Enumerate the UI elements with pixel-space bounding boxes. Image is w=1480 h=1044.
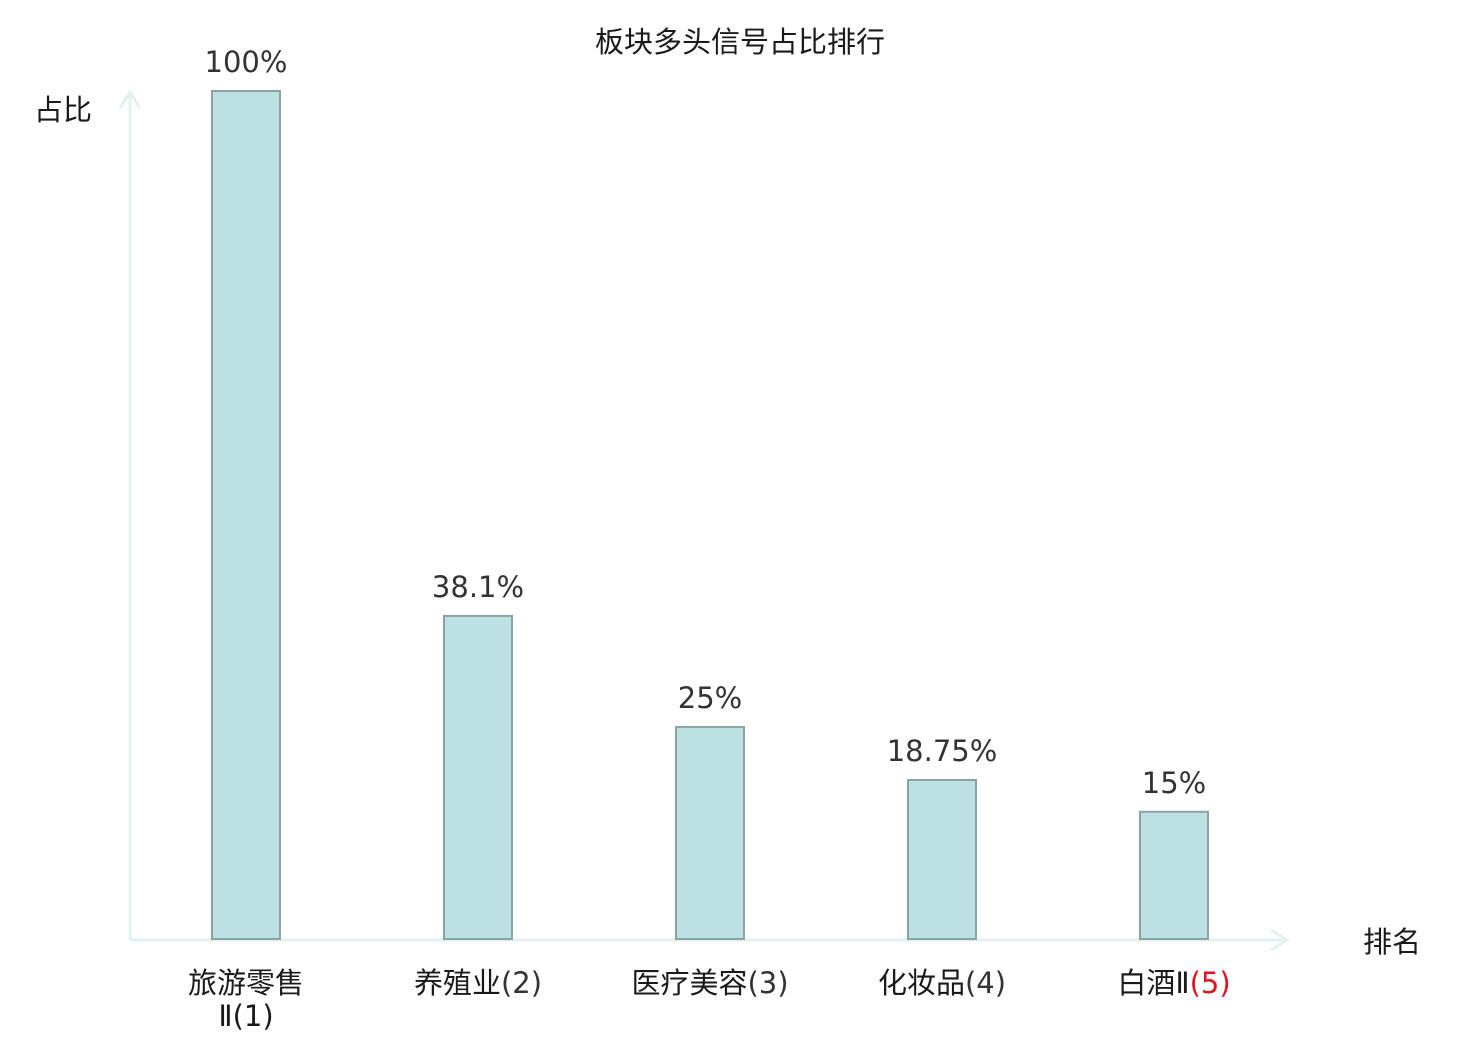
category-label: 养殖业(2) [414, 966, 542, 1000]
category-label-rank: Ⅱ(1) [218, 999, 273, 1033]
category-rank: (3) [747, 966, 788, 1000]
category-name: 养殖业 [414, 966, 501, 1000]
bar-value-label: 100% [205, 45, 288, 79]
category-rank: (4) [965, 966, 1006, 1000]
x-axis-arrow [1270, 928, 1290, 952]
bar-value-label: 38.1% [432, 570, 524, 604]
bar [675, 726, 745, 940]
category-label: 白酒Ⅱ(5) [1117, 966, 1230, 1000]
category-rank: (5) [1190, 966, 1231, 1000]
category-label: 化妆品(4) [878, 966, 1006, 1000]
bar-value-label: 25% [678, 681, 742, 715]
y-axis-arrow [118, 89, 142, 109]
bar [211, 90, 281, 940]
category-rank: (2) [501, 966, 542, 1000]
chart-title: 板块多头信号占比排行 [595, 25, 885, 59]
bar [907, 779, 977, 940]
x-axis-label: 排名 [1363, 925, 1421, 959]
bar-value-label: 15% [1142, 766, 1206, 800]
bar [443, 614, 513, 940]
bar [1139, 810, 1209, 940]
category-label: 旅游零售 [188, 966, 304, 1000]
value-labels-group: 100% 38.1% 25% 18.75% 15% [205, 45, 1207, 800]
y-axis-label: 占比 [34, 93, 92, 127]
category-name: 白酒Ⅱ [1117, 966, 1189, 1000]
bars-group [211, 90, 1209, 940]
category-name: 医疗美容 [631, 966, 747, 1000]
category-label: 医疗美容(3) [631, 966, 788, 1000]
bar-value-label: 18.75% [887, 734, 998, 768]
category-name: 化妆品 [878, 966, 965, 1000]
